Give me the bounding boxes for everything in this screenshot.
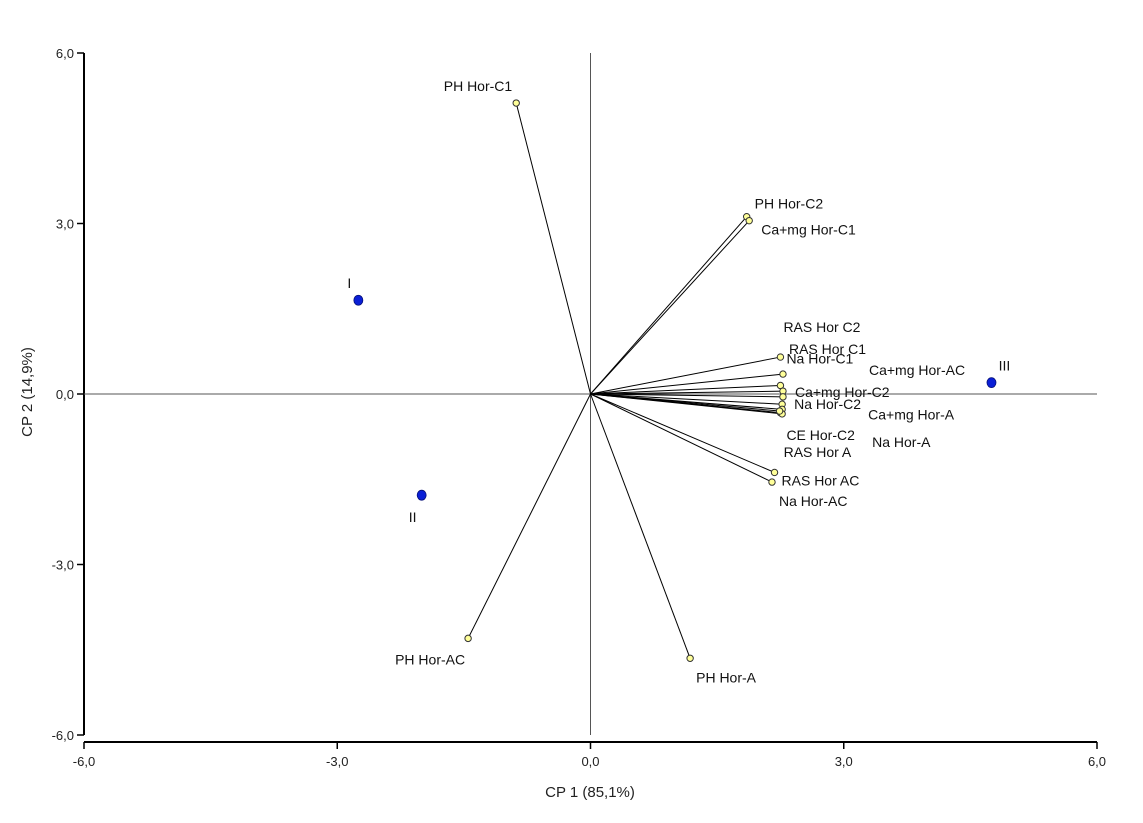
variable-point-ph-hor-ac xyxy=(464,634,472,643)
variable-point-ph-hor-a xyxy=(686,654,694,662)
variable-label-ras-hor-ac: RAS Hor AC xyxy=(782,472,860,488)
y-tick-label: 3,0 xyxy=(56,217,74,232)
labels-group: PH Hor-C1 PH Hor-C2 Ca+mg Hor-C1 RAS Hor C2… xyxy=(347,78,1010,685)
vector-na-hor-ac xyxy=(590,393,773,483)
x-tick-label: 0,0 xyxy=(581,754,599,769)
vector-ca-mg-hor-ac xyxy=(590,390,783,395)
variable-label-ras-hor-a: RAS Hor A xyxy=(784,444,852,460)
variable-point-ras-hor-ac xyxy=(770,468,779,477)
axes-group: -6,0 -3,0 0,0 3,0 6,0 -6,0 -3,0 0,0 3,0 6,0 xyxy=(52,46,1106,769)
variable-label-ca-mg-hor-ac: Ca+mg Hor-AC xyxy=(869,362,965,378)
y-axis-title: CP 2 (14,9%) xyxy=(19,347,36,437)
observation-point-i xyxy=(353,294,364,306)
variable-label-ca-mg-hor-c2: Ca+mg Hor-C2 xyxy=(795,384,890,400)
y-tick-label: -3,0 xyxy=(52,558,74,573)
variable-label-ph-hor-a: PH Hor-A xyxy=(696,669,757,685)
variable-label-ce-hor-c2: CE Hor-C2 xyxy=(786,427,855,443)
variable-label-ph-hor-c2: PH Hor-C2 xyxy=(755,196,824,212)
vector-ca-mg-hor-c2 xyxy=(590,393,783,398)
observation-point-ii xyxy=(416,489,427,501)
variable-label-ras-hor-c2: RAS Hor C2 xyxy=(783,319,860,335)
x-tick-label: -3,0 xyxy=(326,754,348,769)
variable-label-na-hor-ac: Na Hor-AC xyxy=(779,493,847,509)
variable-point-ph-hor-c1 xyxy=(512,99,520,107)
vector-ras-hor-ac xyxy=(590,393,775,473)
points-group xyxy=(353,99,997,662)
variable-label-na-hor-c2: Na Hor-C2 xyxy=(794,396,861,412)
vector-ph-hor-ac xyxy=(467,393,591,639)
variable-label-na-hor-c1: Na Hor-C1 xyxy=(786,350,853,366)
vector-ras-hor-a xyxy=(590,393,780,412)
vector-na-hor-c1 xyxy=(590,384,781,395)
vector-ph-hor-a xyxy=(590,393,691,659)
y-tick-label: 6,0 xyxy=(56,46,74,61)
y-tick-label: -6,0 xyxy=(52,728,74,743)
x-tick-label: 6,0 xyxy=(1088,754,1106,769)
observation-label-iii: III xyxy=(999,358,1011,374)
vector-ph-hor-c1 xyxy=(515,102,591,395)
variable-point-ras-hor-c1 xyxy=(779,370,787,378)
observation-point-iii xyxy=(986,377,997,389)
variable-point-ras-hor-a xyxy=(775,407,784,415)
vector-na-hor-c2 xyxy=(590,393,783,405)
vector-ras-hor-c1 xyxy=(590,373,784,395)
vector-ph-hor-c2 xyxy=(590,216,748,395)
variable-label-ras-hor-c1: RAS Hor C1 xyxy=(789,341,866,357)
x-tick-label: -6,0 xyxy=(73,754,95,769)
observation-label-i: I xyxy=(347,275,351,291)
vector-ca-mg-hor-c1 xyxy=(590,220,750,395)
observation-label-ii: II xyxy=(409,509,417,525)
variable-label-ph-hor-ac: PH Hor-AC xyxy=(395,651,465,667)
variable-label-ca-mg-hor-c1: Ca+mg Hor-C1 xyxy=(761,222,856,238)
variable-label-na-hor-a: Na Hor-A xyxy=(872,434,931,450)
variable-point-ca-mg-hor-c1 xyxy=(745,216,753,225)
variable-label-ca-mg-hor-a: Ca+mg Hor-A xyxy=(868,406,955,422)
x-tick-label: 3,0 xyxy=(835,754,853,769)
variable-point-ras-hor-c2 xyxy=(776,353,785,361)
variable-label-ph-hor-c1: PH Hor-C1 xyxy=(444,78,513,94)
x-axis-title: CP 1 (85,1%) xyxy=(545,784,635,801)
vector-ras-hor-c2 xyxy=(590,356,781,395)
variable-point-na-hor-ac xyxy=(768,478,776,486)
variable-point-ca-mg-hor-c2 xyxy=(779,393,787,401)
vector-group xyxy=(467,102,784,659)
y-tick-label: 0,0 xyxy=(56,387,74,402)
